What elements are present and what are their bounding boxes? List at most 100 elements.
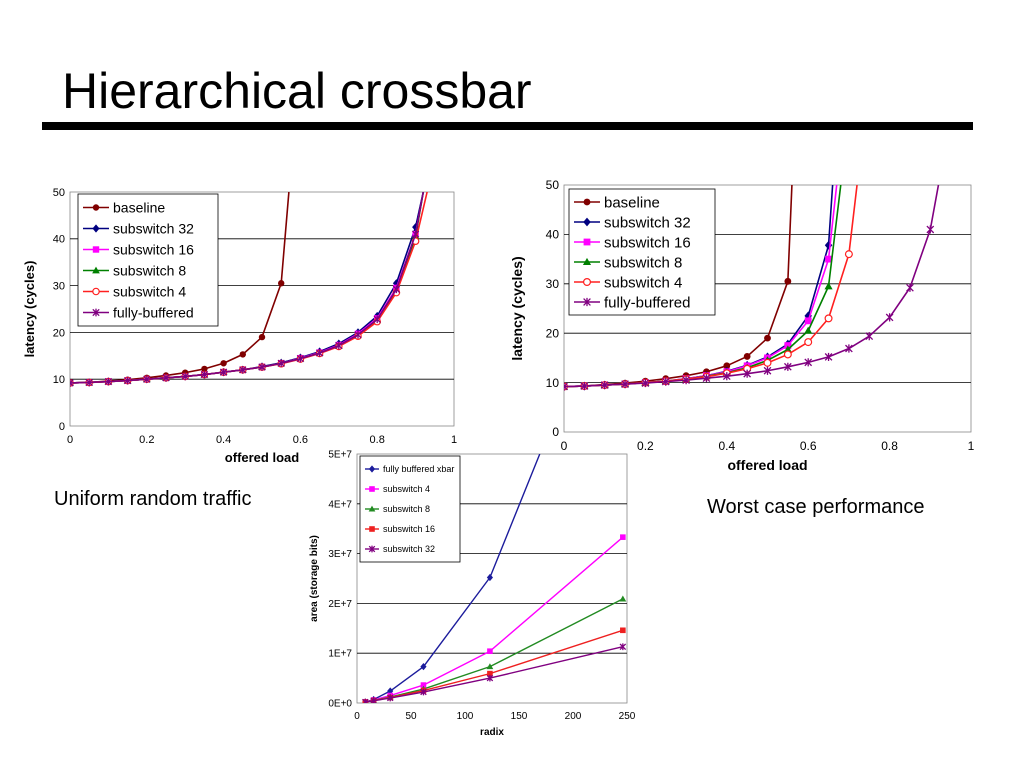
data-point [641, 379, 650, 388]
legend-marker [583, 198, 591, 206]
legend-marker [92, 308, 100, 317]
series-fully-buffered [564, 185, 940, 391]
data-point [386, 694, 394, 702]
data-point [143, 375, 151, 384]
data-point [564, 382, 568, 391]
data-point [373, 315, 381, 324]
y-tick-label: 0 [59, 421, 65, 433]
data-point [411, 230, 420, 238]
data-point [844, 250, 853, 259]
y-tick-label: 3E+7 [328, 549, 352, 560]
data-point [906, 283, 914, 292]
data-point [661, 377, 670, 386]
data-point [783, 345, 792, 353]
y-tick-label: 2E+7 [328, 599, 352, 610]
x-tick-label: 0 [67, 434, 73, 446]
legend-marker [583, 238, 591, 246]
legend: baseline subswitch 32 subswitch 16 subswitc… [77, 193, 219, 327]
x-tick-label: 0.8 [370, 434, 385, 446]
legend-entry: baseline [604, 194, 660, 211]
data-point [486, 674, 494, 682]
legend-entry: subswitch 16 [113, 242, 194, 258]
y-axis-label: latency (cycles) [509, 256, 525, 360]
x-tick-label: 250 [619, 711, 636, 722]
x-tick-label: 0.6 [800, 439, 817, 453]
data-point [824, 240, 833, 250]
x-tick-label: 200 [565, 711, 582, 722]
legend-entry: subswitch 32 [113, 221, 194, 237]
x-tick-label: 0.4 [718, 439, 735, 453]
legend-entry: subswitch 4 [113, 284, 186, 300]
data-point [277, 359, 285, 368]
data-point [486, 663, 494, 670]
x-tick-label: 1 [451, 434, 457, 446]
data-point [621, 380, 629, 389]
legend-entry: subswitch 32 [383, 544, 435, 554]
y-axis-label: area (storage bits) [309, 535, 320, 622]
data-point [104, 377, 113, 386]
legend-marker [92, 204, 100, 211]
data-point [784, 277, 792, 285]
data-point [354, 330, 362, 339]
data-point [486, 573, 494, 582]
data-point [123, 376, 132, 385]
data-point [335, 341, 343, 350]
data-point [296, 354, 305, 363]
y-tick-label: 5E+7 [328, 450, 352, 461]
y-tick-label: 0 [552, 425, 559, 439]
data-point [619, 643, 627, 651]
x-axis-label: offered load [225, 450, 299, 465]
y-tick-label: 30 [53, 280, 65, 292]
data-point [783, 350, 792, 359]
data-point [201, 365, 208, 373]
y-axis-label: latency (cycles) [22, 261, 37, 358]
uniform-traffic-latency-chart: 0 10 20 30 40 50 0 0.2 0.4 0.6 0.8 1 offered load lat… [22, 187, 457, 465]
caption-worst-case-performance: Worst case performance [707, 496, 925, 518]
y-tick-label: 10 [546, 376, 560, 390]
legend-entry: subswitch 4 [383, 484, 430, 494]
y-tick-label: 30 [546, 277, 560, 291]
data-point [804, 317, 812, 325]
data-point [743, 369, 752, 378]
data-point [783, 362, 792, 371]
title-underline [42, 122, 973, 130]
series-fully-buffered [70, 192, 425, 387]
data-point [70, 379, 74, 387]
x-tick-label: 0.8 [881, 439, 898, 453]
series-subswitch-32 [362, 643, 627, 703]
data-point [420, 688, 427, 696]
data-point [219, 368, 228, 377]
data-point [682, 376, 690, 385]
legend-marker [369, 526, 375, 532]
x-tick-label: 0.4 [216, 434, 231, 446]
legend-entry: baseline [113, 200, 165, 216]
legend-entry: subswitch 16 [383, 524, 435, 534]
data-point [722, 372, 731, 381]
data-point [420, 663, 427, 671]
data-point [85, 378, 93, 387]
data-point [258, 363, 266, 371]
legend-entry: subswitch 8 [383, 504, 430, 514]
data-point [824, 282, 833, 290]
legend-marker [368, 545, 376, 553]
data-point [804, 326, 813, 334]
data-point [723, 362, 731, 370]
y-tick-label: 50 [53, 187, 65, 199]
data-point [258, 333, 266, 341]
x-axis-label: offered load [727, 457, 807, 473]
data-point [239, 366, 247, 374]
legend-entry: subswitch 16 [604, 234, 691, 251]
data-point [362, 698, 369, 703]
data-point [200, 370, 209, 379]
data-point [885, 313, 894, 322]
slide-title: Hierarchical crossbar [62, 63, 532, 119]
x-tick-label: 100 [457, 711, 474, 722]
x-axis-label: radix [480, 727, 504, 738]
data-point [824, 314, 833, 323]
data-point [315, 349, 324, 357]
data-point [743, 353, 751, 360]
data-point [763, 358, 772, 367]
x-tick-label: 1 [968, 439, 975, 453]
y-tick-label: 0E+0 [328, 699, 352, 710]
y-tick-label: 40 [53, 234, 65, 246]
